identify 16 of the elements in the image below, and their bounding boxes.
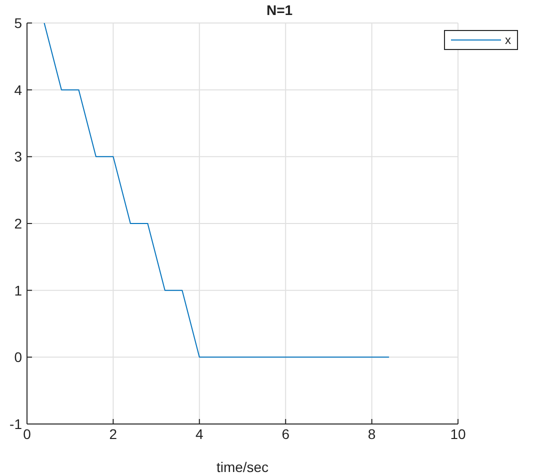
y-tick-label: 2 [14, 215, 22, 232]
chart-title: N=1 [265, 2, 294, 18]
y-tick-label: 1 [14, 282, 22, 298]
legend-label: x [505, 33, 511, 47]
y-tick-label: -1 [10, 416, 22, 432]
y-tick-label: 5 [14, 14, 22, 31]
x-tick-label: 6 [282, 426, 290, 442]
x-tick-label: 2 [109, 426, 118, 442]
x-axis-title: time/sec [216, 459, 269, 475]
x-tick-label: 8 [368, 426, 376, 442]
x-tick-label: 4 [196, 426, 204, 442]
x-tick-label: 10 [450, 426, 466, 442]
y-tick-label: 0 [14, 349, 22, 366]
y-tick-label: 3 [14, 148, 22, 165]
y-tick-label: 4 [14, 82, 22, 98]
line-series [44, 23, 390, 358]
